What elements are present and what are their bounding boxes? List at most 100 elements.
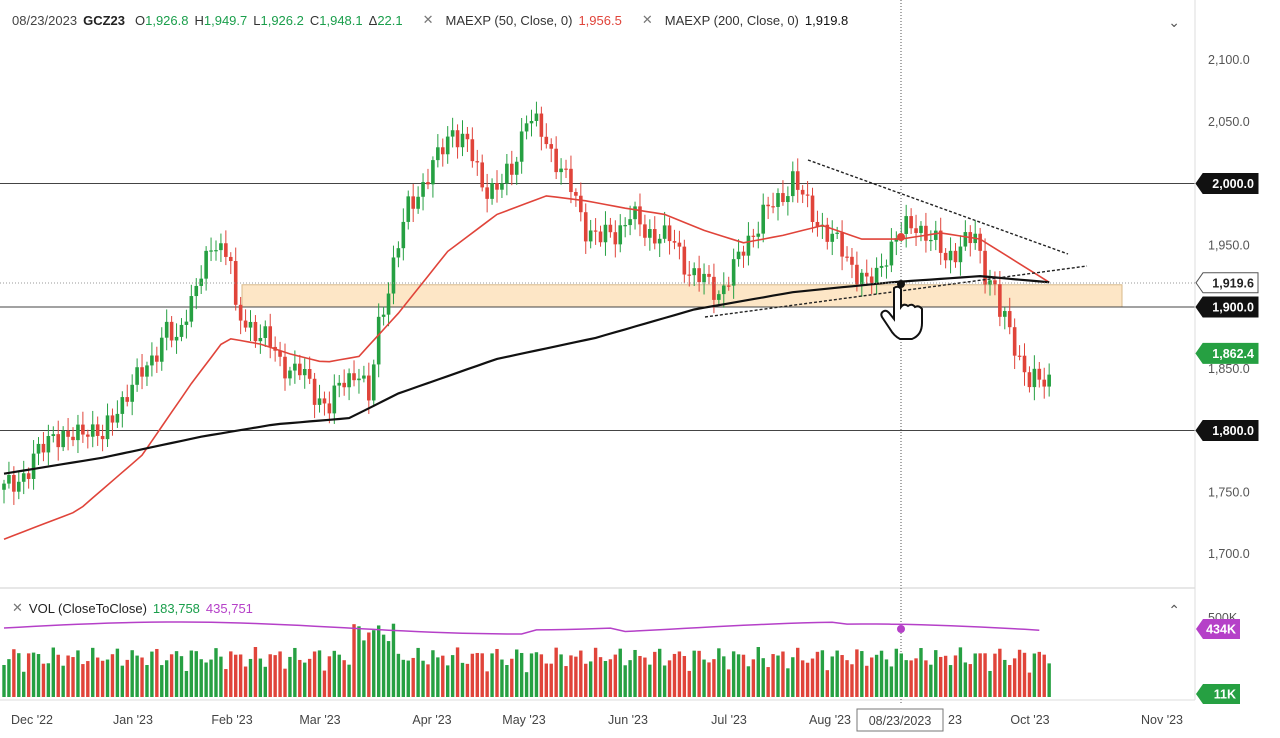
- x-tick-label: Apr '23: [412, 713, 451, 727]
- volume-bar: [421, 660, 425, 697]
- candle-body: [224, 243, 228, 257]
- candle-body: [598, 231, 603, 243]
- volume-bar: [219, 656, 223, 697]
- volume-bar: [431, 650, 435, 697]
- volume-bar: [135, 655, 139, 697]
- volume-bar: [692, 650, 696, 697]
- level-badge-shape: [1195, 296, 1259, 318]
- candle-body: [756, 233, 761, 237]
- volume-bar: [564, 666, 568, 697]
- candle-body: [298, 363, 302, 376]
- volume-bar: [86, 661, 90, 697]
- candle-body: [184, 321, 189, 325]
- candle-body: [741, 251, 746, 256]
- candle-body: [662, 225, 667, 239]
- header-symbol[interactable]: GCZ23: [83, 12, 125, 28]
- candle-body: [56, 434, 61, 448]
- candle-body: [761, 204, 766, 234]
- volume-bar: [436, 657, 440, 697]
- volume-bar: [914, 658, 918, 697]
- candle-body: [884, 265, 889, 267]
- volume-bar: [401, 659, 406, 697]
- volume-bar: [608, 659, 613, 697]
- volume-bar: [91, 647, 95, 697]
- ma200-label[interactable]: MAEXP (200, Close, 0): [664, 12, 799, 28]
- candle-body: [874, 267, 879, 284]
- volume-bar: [2, 665, 6, 697]
- candle-body: [367, 375, 371, 401]
- volume-bar: [727, 669, 731, 697]
- candle-body: [12, 474, 16, 492]
- last-price-badge-shape: [1195, 342, 1259, 364]
- expand-chevron-icon[interactable]: ⌃: [1168, 602, 1180, 618]
- collapse-chevron-icon[interactable]: ⌄: [1168, 14, 1180, 30]
- candle-body: [795, 171, 800, 190]
- candle-body: [342, 382, 346, 388]
- remove-ma200-icon[interactable]: ✕: [641, 12, 653, 27]
- candle-body: [26, 473, 31, 479]
- volume-last-badge: 11K: [1196, 684, 1240, 704]
- ma200-marker: [897, 280, 905, 288]
- volume-bar: [993, 653, 997, 697]
- candle-body: [919, 225, 923, 233]
- remove-ma50-icon[interactable]: ✕: [422, 12, 434, 27]
- volume-bar: [712, 659, 716, 697]
- candle-body: [21, 473, 26, 482]
- candle-body: [667, 225, 672, 242]
- candle-body: [1047, 374, 1051, 387]
- candle-body: [692, 268, 696, 276]
- candle-body: [786, 196, 790, 203]
- candle-body: [500, 183, 504, 190]
- volume-bar: [510, 658, 514, 697]
- volume-bar: [268, 654, 272, 697]
- volume-bar: [490, 653, 494, 697]
- volume-bar: [559, 654, 563, 697]
- candle-body: [327, 403, 332, 414]
- volume-bar: [278, 651, 282, 697]
- volume-bar: [312, 651, 317, 697]
- candle-body: [140, 367, 144, 377]
- volume-bar: [998, 648, 1002, 697]
- volume-bar: [569, 655, 573, 697]
- ma50-label[interactable]: MAEXP (50, Close, 0): [445, 12, 573, 28]
- volume-bar: [672, 653, 677, 697]
- candle-body: [288, 370, 292, 379]
- volume-badge-text: 11K: [1214, 688, 1236, 702]
- candle-body: [721, 285, 726, 295]
- level-badge-text: 2,000.0: [1212, 177, 1254, 191]
- volume-bar: [293, 647, 297, 697]
- candle-body: [519, 131, 524, 162]
- candle-body: [672, 241, 677, 243]
- volume-bar: [1032, 653, 1037, 697]
- horizontal-levels: [0, 183, 1195, 431]
- volume-badge-shape: [1196, 619, 1240, 639]
- volume-bar: [214, 648, 218, 697]
- x-tick-label: Jan '23: [113, 713, 153, 727]
- volume-bar: [327, 656, 332, 697]
- candle-body: [352, 373, 356, 381]
- candle-body: [574, 192, 578, 196]
- volume-bar: [184, 670, 189, 697]
- y-tick-label: 1,750.0: [1208, 485, 1250, 499]
- candle-body: [618, 225, 623, 245]
- candle-body: [948, 250, 953, 261]
- volume-bar: [155, 648, 159, 697]
- candle-body: [189, 296, 194, 322]
- volume-bar: [475, 652, 479, 697]
- candle-body: [204, 250, 208, 279]
- remove-volume-icon[interactable]: ✕: [12, 600, 23, 615]
- volume-bar: [539, 654, 544, 697]
- candle-body: [465, 133, 470, 140]
- volume-bar: [160, 665, 164, 697]
- volume-bar: [850, 664, 854, 697]
- level-badge: 2,000.0: [1195, 173, 1259, 194]
- volume-bar: [805, 662, 810, 697]
- volume-bar: [450, 655, 455, 697]
- volume-label[interactable]: VOL (CloseToClose): [28, 600, 147, 616]
- candle-body: [263, 326, 268, 338]
- volume-bar: [376, 625, 381, 697]
- volume-bar: [248, 658, 253, 697]
- level-badge: 1,900.0: [1195, 296, 1259, 318]
- volume-bar: [924, 660, 928, 697]
